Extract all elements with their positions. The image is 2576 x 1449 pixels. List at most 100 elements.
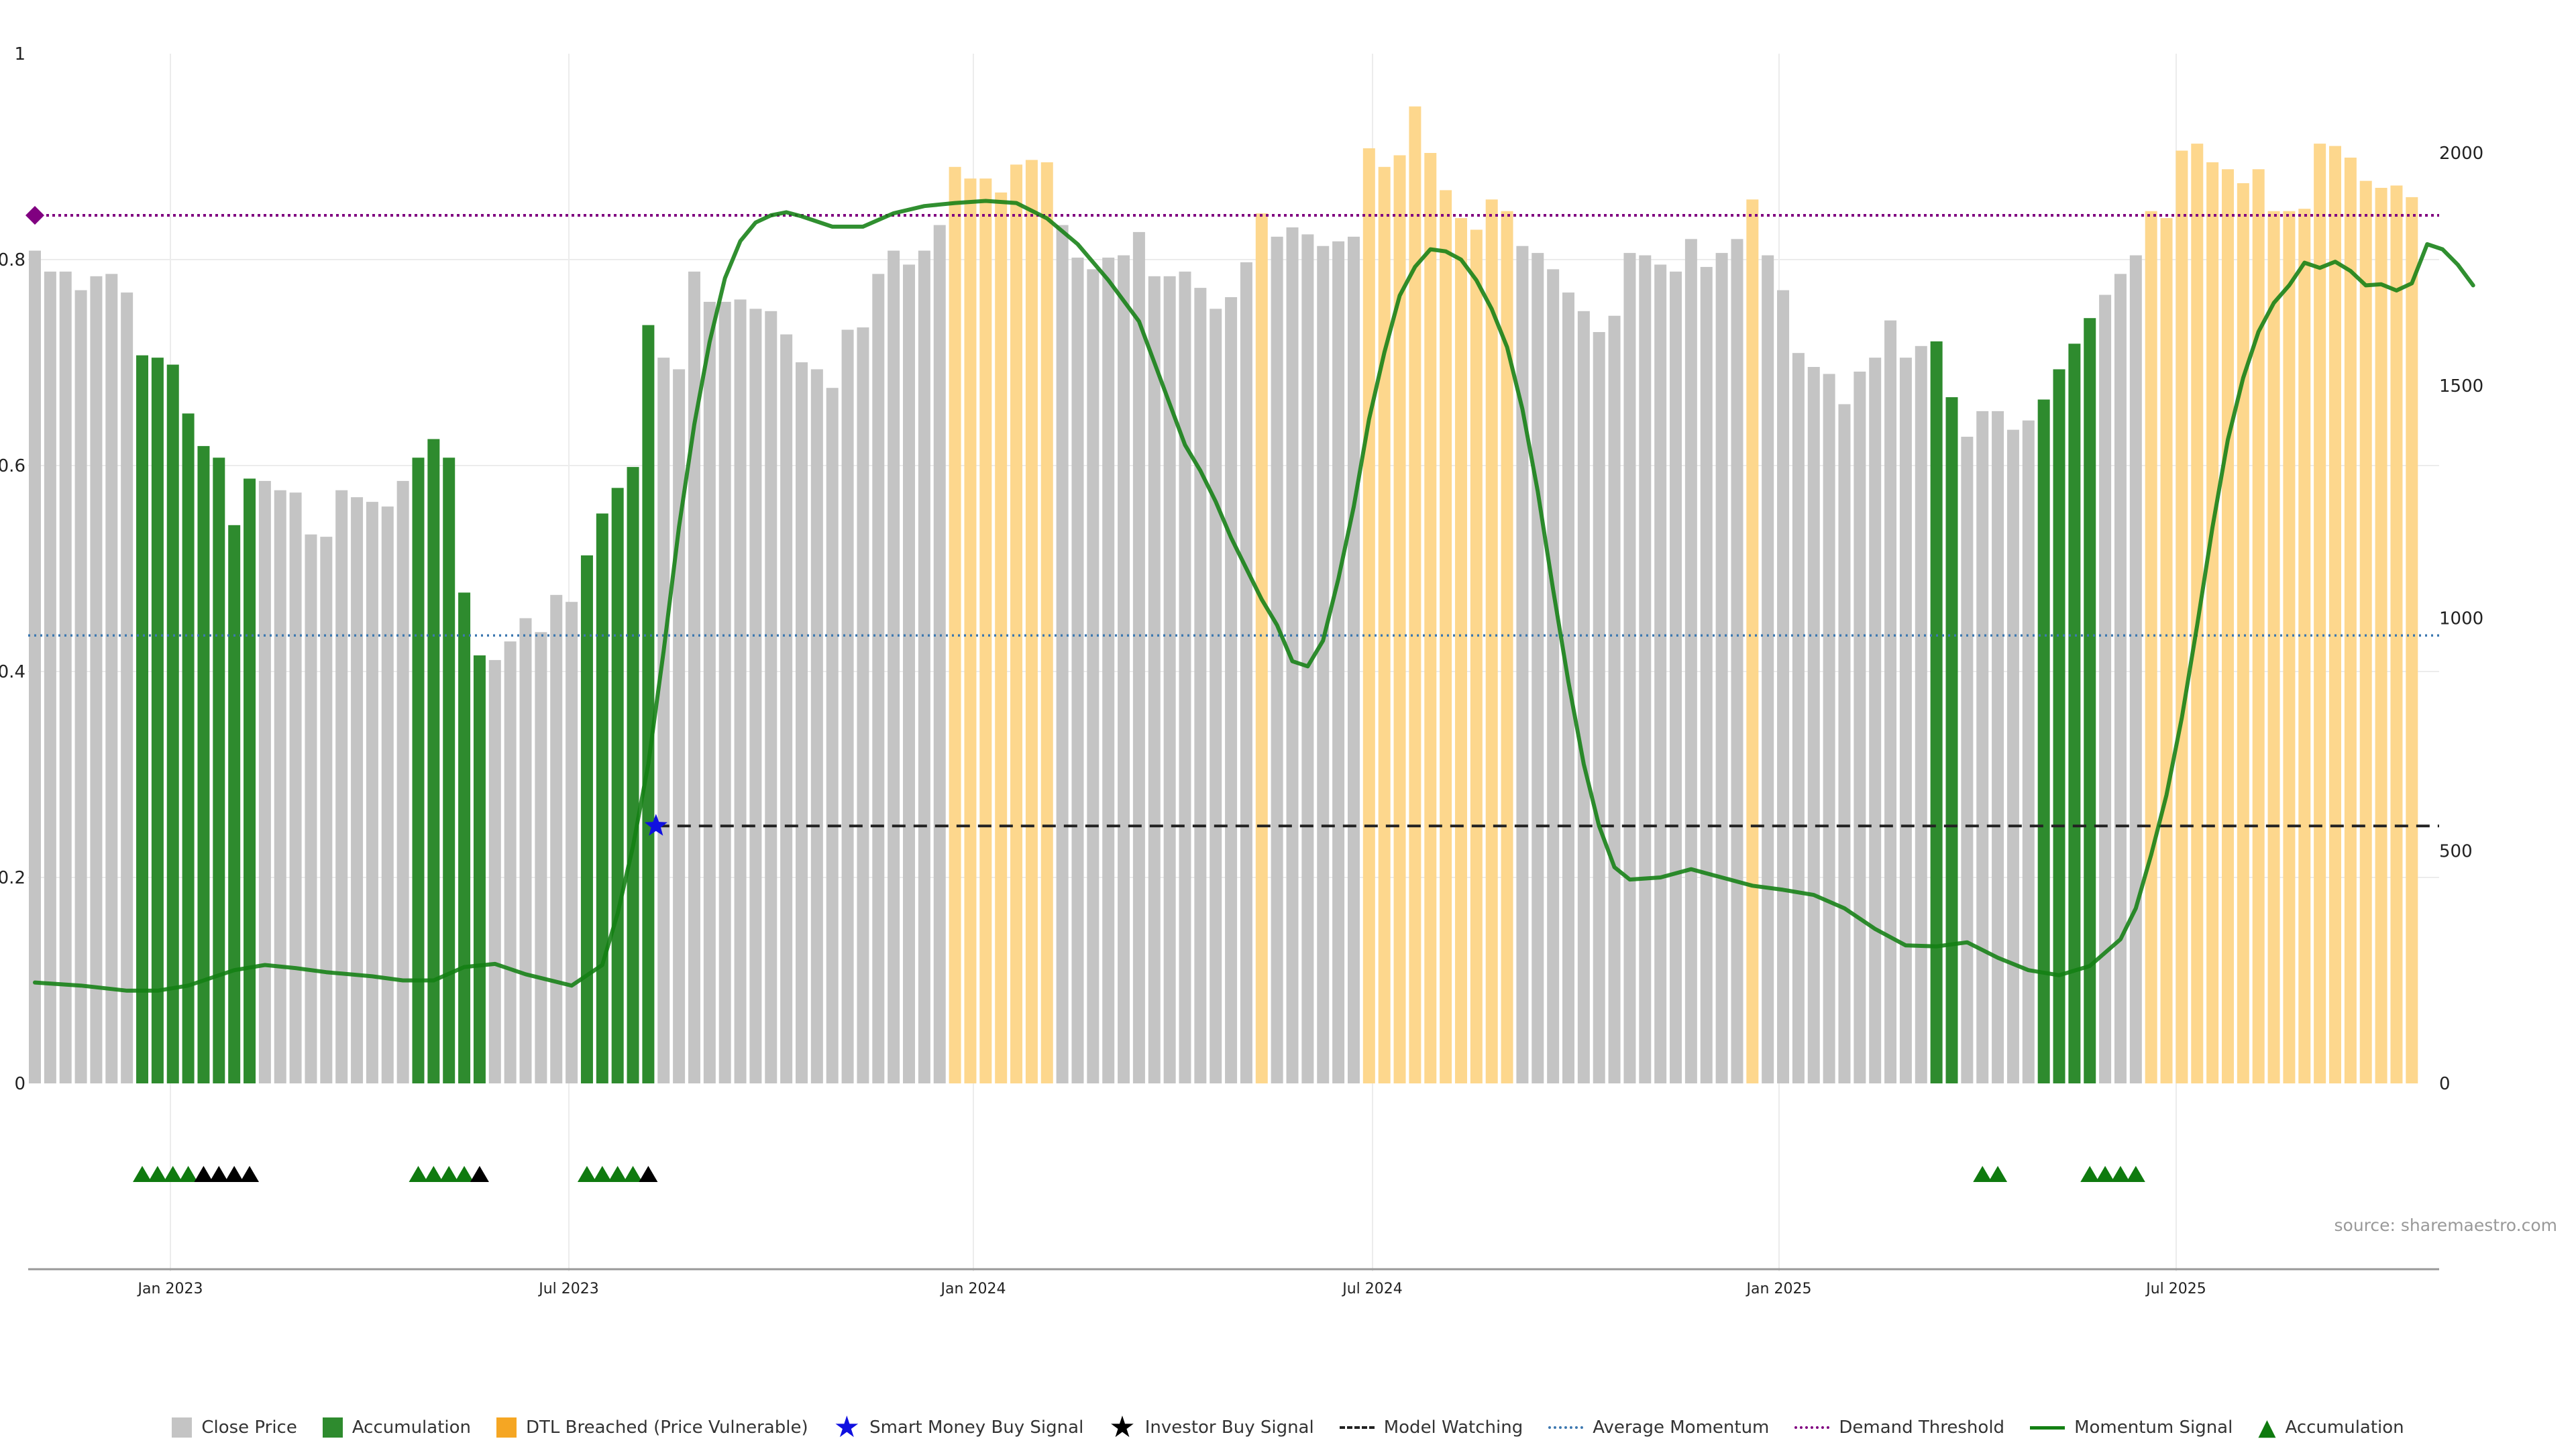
price-bar	[90, 276, 103, 1084]
price-bar	[1501, 211, 1513, 1083]
price-bar	[1945, 397, 1958, 1083]
price-bar	[2314, 144, 2326, 1083]
investor-signal-marker	[194, 1166, 213, 1182]
price-bar	[2237, 183, 2249, 1083]
price-bar	[1884, 320, 1897, 1083]
price-bar	[427, 439, 440, 1083]
price-bar	[2129, 255, 2142, 1083]
accumulation-signal-marker	[163, 1166, 182, 1182]
price-bar	[2160, 218, 2173, 1084]
price-bar	[841, 329, 854, 1083]
accumulation-signal-marker	[455, 1166, 474, 1182]
legend-average-momentum: Average Momentum	[1548, 1417, 1769, 1438]
price-bar	[749, 309, 762, 1083]
axes: Jan 2023 Jul 2023 Jan 2024 Jul 2024 Jan 2025…	[0, 44, 2483, 1297]
price-bar	[351, 497, 364, 1083]
legend-dtl-swatch	[496, 1417, 517, 1438]
legend-dtl-label: DTL Breached (Price Vulnerable)	[526, 1417, 808, 1438]
price-bar	[1317, 246, 1330, 1084]
price-bar	[166, 364, 179, 1083]
right-tick-label: 1000	[2439, 609, 2483, 629]
legend-close-swatch	[172, 1417, 193, 1438]
legend-momentum-line	[2030, 1426, 2065, 1430]
accumulation-signal-marker	[133, 1166, 152, 1182]
price-bar	[1654, 264, 1667, 1084]
price-bar	[1807, 367, 1820, 1083]
left-tick-label: 0	[14, 1074, 25, 1094]
price-bar	[1715, 253, 1728, 1083]
price-bar	[2068, 343, 2081, 1084]
right-tick-label: 1500	[2439, 376, 2483, 396]
price-bar	[1194, 288, 1207, 1083]
price-bar	[1286, 227, 1299, 1084]
price-bar	[2267, 211, 2280, 1083]
price-bar	[473, 655, 486, 1083]
price-bar	[1163, 276, 1176, 1084]
price-bar	[1992, 411, 2004, 1083]
price-bar	[1608, 315, 1621, 1084]
legend-model-watching: Model Watching	[1339, 1417, 1523, 1438]
price-bar	[796, 362, 808, 1084]
accumulation-signal-marker	[424, 1166, 443, 1182]
price-bar	[396, 480, 409, 1083]
price-bar	[964, 178, 977, 1084]
price-bar	[504, 641, 517, 1083]
price-bar	[2252, 169, 2265, 1084]
star-icon: ★	[1109, 1410, 1136, 1444]
price-bar	[688, 271, 700, 1083]
price-bar	[2145, 211, 2157, 1083]
legend-demand-threshold: Demand Threshold	[1794, 1417, 2004, 1438]
accumulation-signal-marker	[409, 1166, 428, 1182]
indicator-lines	[25, 199, 2475, 993]
price-bar	[765, 311, 777, 1083]
legend-investor-label: Investor Buy Signal	[1144, 1417, 1314, 1438]
price-bar	[1301, 234, 1314, 1083]
price-bar	[289, 492, 302, 1083]
price-bar	[244, 478, 256, 1083]
price-bar	[1593, 331, 1605, 1083]
investor-signal-marker	[209, 1166, 229, 1182]
price-bar	[258, 480, 271, 1083]
price-bar	[810, 369, 823, 1083]
star-icon: ★	[833, 1410, 861, 1444]
legend-accum-swatch	[322, 1417, 343, 1438]
price-bar	[1746, 199, 1759, 1084]
legend-investor: ★ Investor Buy Signal	[1109, 1410, 1314, 1444]
price-bars	[29, 106, 2418, 1084]
price-bar	[1516, 246, 1529, 1084]
accumulation-signal-marker	[2096, 1166, 2115, 1182]
price-bar	[718, 301, 731, 1083]
price-bar	[1930, 341, 1943, 1084]
price-bar	[2053, 369, 2065, 1083]
price-bar	[1409, 106, 1421, 1083]
accumulation-signal-marker	[2080, 1166, 2100, 1182]
price-bar	[44, 271, 56, 1083]
price-bar	[979, 178, 992, 1084]
price-bar	[1118, 255, 1130, 1083]
price-bar	[1915, 345, 1927, 1083]
price-bar	[673, 369, 686, 1083]
price-bar	[1087, 269, 1099, 1083]
price-bar	[857, 327, 869, 1083]
price-bar	[2283, 211, 2296, 1083]
price-bar	[1102, 258, 1115, 1084]
price-bar	[1225, 297, 1238, 1083]
price-bar	[734, 299, 747, 1083]
price-bar	[1899, 358, 1912, 1083]
right-tick-label: 0	[2439, 1074, 2451, 1094]
price-bar	[443, 458, 455, 1083]
accumulation-signal-marker	[592, 1166, 612, 1182]
legend-momentum-label: Momentum Signal	[2074, 1417, 2233, 1438]
price-bar	[535, 632, 547, 1083]
price-bar	[826, 388, 839, 1083]
x-tick-label: Jan 2024	[940, 1281, 1006, 1297]
x-tick-label: Jul 2025	[2145, 1281, 2206, 1297]
price-bar	[1347, 236, 1360, 1084]
price-bar	[2206, 162, 2219, 1083]
price-bar	[2099, 294, 2112, 1084]
price-bar	[611, 488, 624, 1083]
price-bar	[1762, 255, 1774, 1083]
price-bar	[1210, 309, 1222, 1083]
price-bar	[1532, 253, 1544, 1083]
